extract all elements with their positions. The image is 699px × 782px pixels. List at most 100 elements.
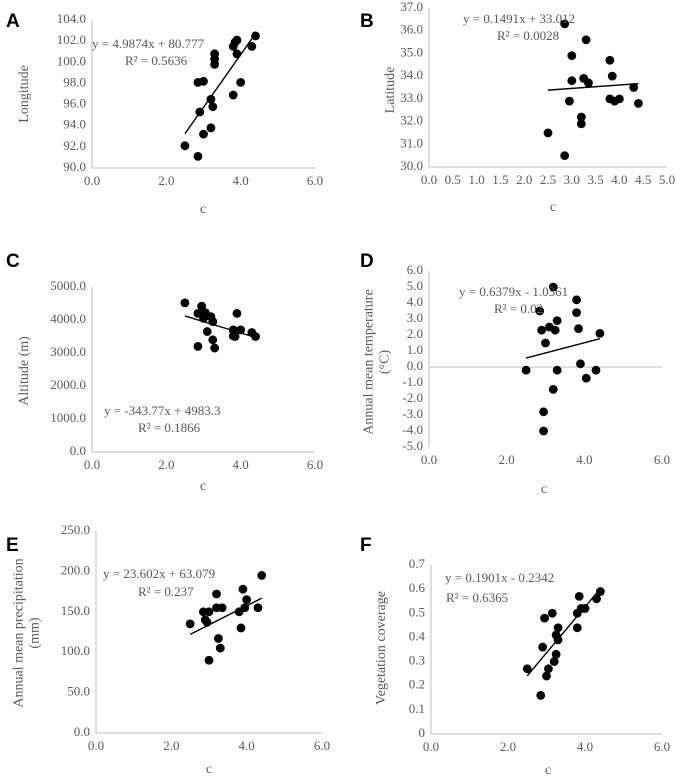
r-squared-label: R² = 0.0028 <box>497 28 559 43</box>
x-tick-label: 1.0 <box>468 172 484 187</box>
chart-a: A 0.0 2.0 4.0 6.0 90.0 92.0 94.0 96.0 98.0 100.0 10… <box>6 11 323 217</box>
y-tick-label: 100.0 <box>57 53 86 68</box>
y-tick-label: 94.0 <box>63 117 86 132</box>
trendline <box>525 337 601 359</box>
data-point <box>596 587 605 596</box>
data-point <box>581 373 591 383</box>
data-point <box>214 634 223 643</box>
x-tick-label: 4.0 <box>611 172 627 187</box>
data-point <box>572 623 582 633</box>
data-point <box>540 613 549 623</box>
y-tick-label: -3.0 <box>402 406 423 421</box>
trendline <box>184 33 257 135</box>
y-tick-label: 50.0 <box>67 684 90 699</box>
x-tick-label: 3.0 <box>564 172 580 187</box>
y-tick-label: 2.0 <box>407 326 423 341</box>
trendline <box>184 315 256 339</box>
data-point <box>236 77 246 87</box>
y-tick-label: 3000.0 <box>50 344 86 359</box>
y-tick-label: 35.0 <box>400 44 423 59</box>
y-tick-label: 1000.0 <box>50 410 86 425</box>
x-tick-label: 4.0 <box>233 457 249 472</box>
y-tick-label: 4.0 <box>407 294 423 309</box>
y-tick-label: 32.0 <box>400 113 423 128</box>
data-point <box>253 603 263 613</box>
x-axis-title: c <box>541 482 547 497</box>
panel-letter: D <box>360 251 374 272</box>
y-axis-title-line: Annual mean temperature <box>361 289 376 434</box>
panel-letter: F <box>360 535 372 556</box>
x-tick-label: 4.0 <box>233 173 249 188</box>
data-point <box>560 19 570 29</box>
x-tick-label: 0.0 <box>421 172 437 187</box>
x-tick-label: 2.0 <box>163 738 179 753</box>
data-point <box>544 664 553 674</box>
data-point <box>521 365 531 375</box>
panel-letter: C <box>6 251 20 272</box>
data-point <box>572 295 581 305</box>
y-tick-label: -5.0 <box>402 438 423 453</box>
x-tick-label: 2.0 <box>516 172 532 187</box>
data-point <box>551 649 561 659</box>
x-tick-label: 0.5 <box>445 172 461 187</box>
panel-letter: E <box>6 535 19 556</box>
data-point <box>228 90 238 100</box>
data-point <box>206 123 216 133</box>
data-point <box>197 301 207 311</box>
y-tick-label: 0.7 <box>409 556 426 571</box>
y-tick-label: 33.0 <box>400 90 423 105</box>
y-tick-label: 0.2 <box>409 677 425 692</box>
data-point <box>552 316 562 325</box>
data-point <box>202 617 212 627</box>
data-point <box>180 298 190 308</box>
data-point <box>567 76 577 86</box>
y-tick-label: 1.0 <box>407 342 423 357</box>
y-tick-label: 0.0 <box>407 358 423 373</box>
data-point <box>193 151 203 161</box>
data-point <box>634 99 643 108</box>
data-point <box>576 359 585 369</box>
trendline-equation: y = 4.9874x + 80.777 <box>92 36 205 51</box>
data-point <box>204 607 214 617</box>
data-point <box>547 608 557 618</box>
x-axis-title: c <box>545 763 551 778</box>
data-point <box>538 642 548 652</box>
x-tick-label: 2.0 <box>499 452 515 467</box>
chart-b: B 0.0 0.5 1.0 1.5 2.0 2.5 3.0 3.5 4.0 4.5 5.0 30.0 31… <box>360 0 675 215</box>
chart-e: E 0.0 2.0 4.0 6.0 0.0 50.0 100.0 150.0 200.0 250.0… <box>6 522 330 777</box>
data-point <box>539 426 548 436</box>
data-point <box>522 664 532 674</box>
trendline <box>526 588 601 677</box>
data-point <box>553 623 563 633</box>
y-tick-label: -4.0 <box>402 422 423 437</box>
data-point <box>607 71 617 81</box>
x-tick-label: 0.0 <box>84 457 100 472</box>
data-point <box>536 690 546 700</box>
x-tick-label: 4.0 <box>576 452 592 467</box>
data-point <box>251 332 260 341</box>
data-point <box>193 342 203 351</box>
data-point <box>605 55 615 65</box>
x-axis-title: c <box>550 200 556 215</box>
data-point <box>195 107 205 117</box>
data-point <box>185 619 195 629</box>
data-point <box>208 335 218 345</box>
x-tick-label: 6.0 <box>314 738 330 753</box>
data-point <box>567 51 577 61</box>
y-axis-title: Annual mean temperature(°C) <box>361 289 392 434</box>
y-tick-label: 92.0 <box>63 138 86 153</box>
data-point <box>210 49 220 59</box>
trendline-equation: y = -343.77x + 4983.3 <box>104 403 221 418</box>
r-squared-label: R² = 0.6365 <box>446 590 508 605</box>
data-point <box>580 604 590 613</box>
data-point <box>560 151 570 161</box>
data-point <box>202 327 212 336</box>
y-tick-label: 37.0 <box>400 0 423 14</box>
data-point <box>537 325 547 335</box>
chart-c: C 0.0 2.0 4.0 6.0 0.0 1000.0 2000.0 3000.0 4000.0… <box>6 251 323 494</box>
data-point <box>535 306 545 316</box>
x-tick-label: 2.0 <box>158 173 174 188</box>
data-point <box>592 594 601 604</box>
data-point <box>240 603 250 613</box>
